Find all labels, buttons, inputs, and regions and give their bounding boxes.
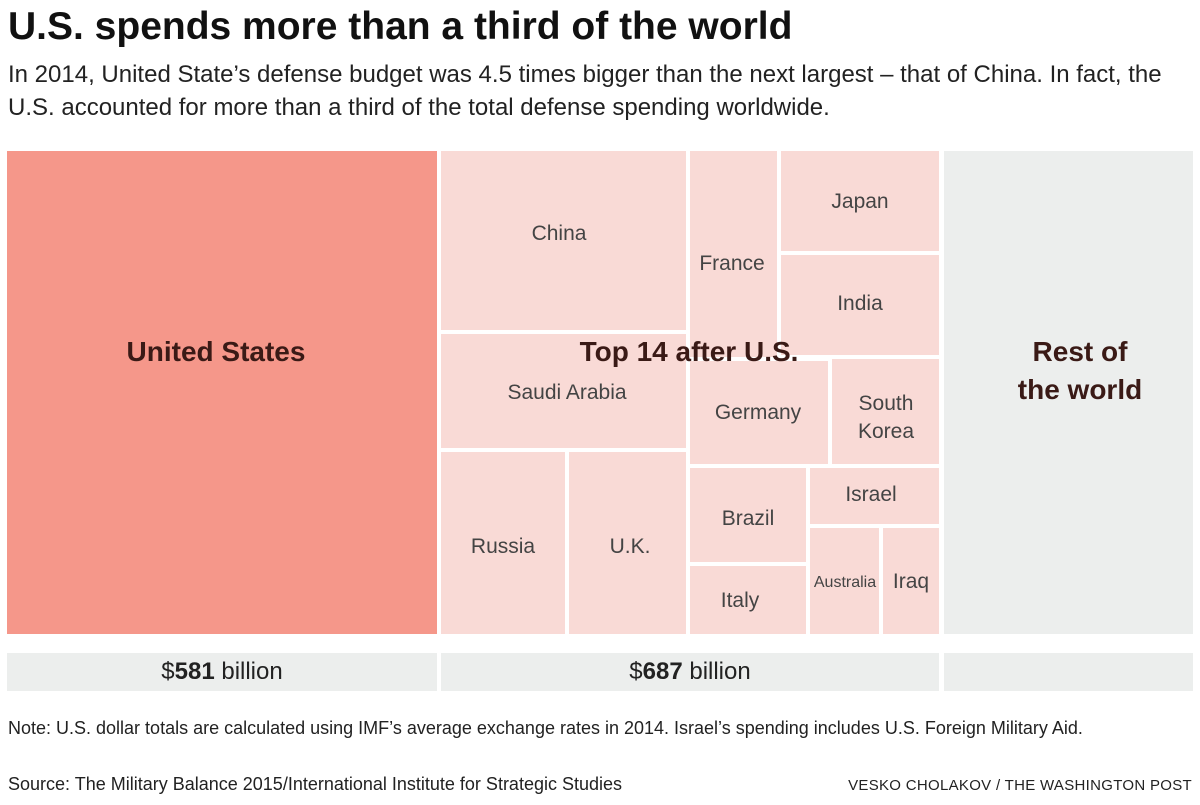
label-germany: Germany [714,401,802,424]
total-us-prefix: $ [161,658,175,685]
cell-south-korea [832,359,939,464]
label-china: China [531,222,587,245]
label-russia: Russia [470,535,536,558]
cell-iraq [883,528,939,634]
total-top-14: $687 billion [441,653,939,691]
cell-china [441,151,686,330]
cell-brazil [690,468,806,562]
chart-credit: VESKO CHOLAKOV / THE WASHINGTON POST [848,777,1192,794]
label-india: India [837,292,883,315]
label-italy: Italy [720,589,760,612]
cell-uk [569,452,686,634]
label-rest-line-1: Rest of [1032,336,1128,367]
total-united-states: $581 billion [7,653,437,691]
label-south-korea: South Korea [857,392,915,443]
chart-title: U.S. spends more than a third of the wor… [8,5,793,48]
total-top-prefix: $ [629,658,643,685]
chart-subtitle: In 2014, United State’s defense budget w… [8,61,1162,121]
label-uk: U.K. [609,535,651,558]
label-saudi-arabia: Saudi Arabia [507,381,627,404]
label-rest-line-2: the world [1017,374,1143,405]
label-top-14: Top 14 after U.S. [579,336,799,367]
cell-russia [441,452,565,634]
total-top-suffix: billion [682,658,751,685]
cell-australia [810,528,879,634]
label-australia: Australia [813,574,877,591]
total-rest-of-world [944,653,1193,691]
total-us-suffix: billion [214,658,283,685]
cell-israel [810,468,939,524]
label-japan: Japan [831,190,889,213]
cell-italy [690,566,806,634]
cell-japan [781,151,939,251]
cell-united-states [7,151,437,634]
label-israel: Israel [845,483,897,506]
label-united-states: United States [126,336,306,367]
cell-germany [690,361,828,464]
label-france: France [699,252,765,275]
label-rest-of-world: Rest of the world [1018,333,1142,409]
cell-india [781,255,939,355]
total-us-value: 581 [174,658,215,685]
total-top-value: 687 [642,658,683,685]
cell-saudi-arabia [441,334,686,448]
chart-source: Source: The Military Balance 2015/Intern… [8,774,623,794]
label-brazil: Brazil [721,507,775,530]
chart-note: Note: U.S. dollar totals are calculated … [8,718,1083,738]
label-iraq: Iraq [892,570,930,593]
cell-france [690,151,777,357]
cell-rest-of-world [944,151,1193,634]
